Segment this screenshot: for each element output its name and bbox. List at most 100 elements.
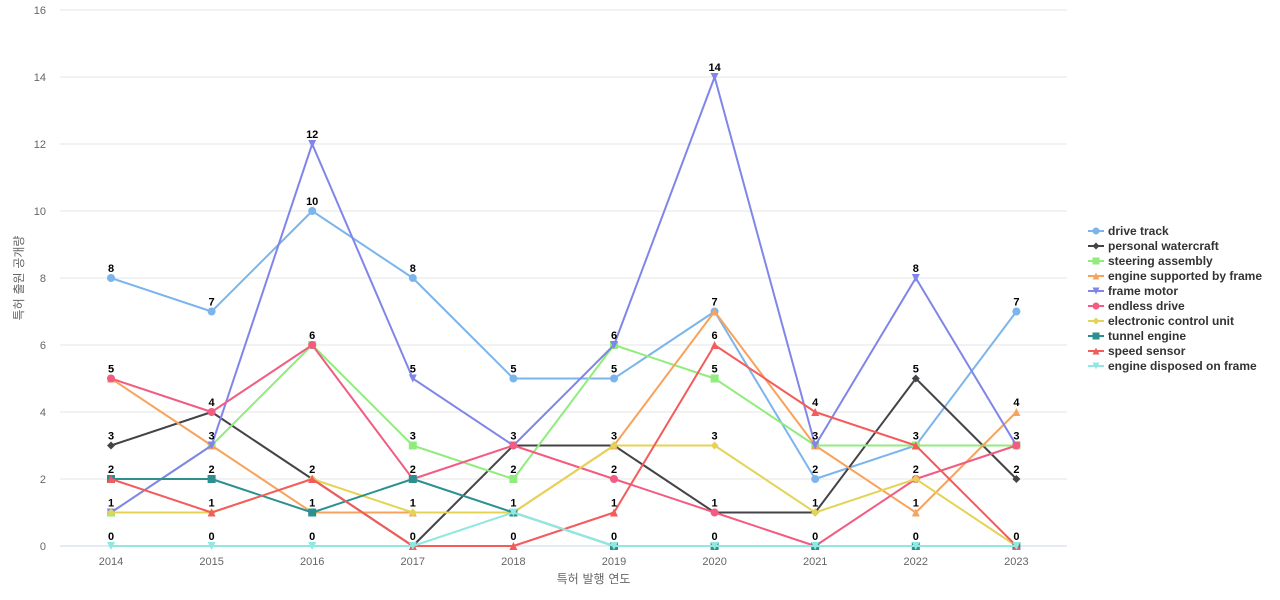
data-point [107,475,115,483]
x-tick-label: 2014 [99,556,123,568]
data-point [610,508,618,517]
legend-label: personal watercraft [1108,239,1219,253]
x-tick-label: 2017 [401,556,425,568]
series-line-endless-drive [110,344,1018,547]
data-point [509,374,518,383]
legend-item-frame-motor[interactable]: frame motor [1088,284,1178,298]
data-point [408,475,417,483]
legend-item-engine-disposed-on-frame[interactable]: engine disposed on frame [1088,359,1257,373]
y-axis-title: 특허 출원 공개량 [12,236,26,321]
data-label: 6 [611,330,617,342]
series-line-frame-motor [110,76,1018,514]
y-tick-label: 8 [40,273,46,285]
data-point [408,274,417,282]
series-line-steering-assembly [110,344,1018,514]
series-engine-disposed-on-frame [107,508,1021,550]
data-label: 8 [913,263,919,275]
legend-label: electronic control unit [1108,314,1234,328]
data-label: 8 [108,263,114,275]
legend-label: drive track [1108,224,1169,238]
data-point [911,508,920,517]
data-point [509,542,518,550]
data-point [911,374,920,383]
data-point [207,307,216,316]
legend-item-endless-drive[interactable]: endless drive [1088,299,1185,313]
data-label: 0 [209,531,215,543]
legend-marker [1092,317,1100,325]
data-label: 4 [209,397,216,409]
data-label: 7 [209,297,215,309]
data-label: 7 [1013,297,1019,309]
y-tick-label: 16 [34,5,46,17]
legend-item-tunnel-engine[interactable]: tunnel engine [1088,329,1186,343]
series-line-electronic-control-unit [110,444,1018,547]
data-label: 2 [1013,464,1019,476]
data-point [107,374,115,383]
data-label: 2 [410,464,416,476]
data-label: 3 [108,431,114,443]
data-point [811,542,820,550]
legend-label: engine supported by frame [1108,269,1262,283]
data-label: 4 [812,397,819,409]
legend-marker [1092,332,1100,340]
data-point [207,441,216,450]
data-label: 0 [812,531,818,543]
legend-item-speed-sensor[interactable]: speed sensor [1088,344,1186,358]
data-point [610,441,618,450]
data-label: 0 [611,531,617,543]
data-label: 3 [812,431,818,443]
data-label: 6 [712,330,718,342]
data-point [308,140,317,148]
data-label: 1 [510,498,516,510]
data-label: 3 [913,431,919,443]
data-point [1012,475,1021,483]
data-label: 1 [309,498,315,510]
legend-marker [1092,242,1100,250]
x-tick-label: 2021 [803,556,827,568]
x-tick-label: 2019 [602,556,626,568]
y-tick-label: 2 [40,474,46,486]
x-tick-label: 2015 [199,556,223,568]
x-tick-label: 2016 [300,556,324,568]
data-point [710,374,719,383]
data-label: 0 [510,531,516,543]
data-label: 5 [108,364,114,376]
data-point [811,475,820,483]
legend-item-engine-supported-by-frame[interactable]: engine supported by frame [1088,269,1262,283]
legend-item-steering-assembly[interactable]: steering assembly [1088,254,1213,268]
y-tick-label: 4 [40,407,46,419]
x-tick-label: 2018 [501,556,525,568]
legend-item-drive-track[interactable]: drive track [1088,224,1169,238]
legend-label: endless drive [1108,299,1185,313]
data-label: 5 [611,364,617,376]
data-label: 2 [510,464,516,476]
data-point [207,508,216,517]
legend-label: tunnel engine [1108,329,1186,343]
series-tunnel-engine [107,475,1021,550]
data-point [509,508,518,517]
data-point [509,441,518,450]
data-point [610,475,618,483]
data-point [107,274,115,282]
legend-item-electronic-control-unit[interactable]: electronic control unit [1088,314,1234,328]
data-point [710,307,719,316]
y-tick-label: 14 [34,72,46,84]
data-point [1012,408,1021,416]
data-point [811,408,820,416]
data-label: 7 [712,297,718,309]
data-point [710,542,719,550]
data-point [911,441,920,450]
legend-label: speed sensor [1108,344,1186,358]
data-label: 1 [913,498,919,510]
data-point [610,341,618,349]
legend-item-personal-watercraft[interactable]: personal watercraft [1088,239,1219,253]
data-label: 5 [410,364,416,376]
data-label: 1 [611,498,617,510]
data-label: 10 [306,196,318,208]
x-tick-label: 2022 [904,556,928,568]
legend-marker [1092,227,1100,235]
data-point [408,508,417,517]
data-point [1012,307,1021,316]
